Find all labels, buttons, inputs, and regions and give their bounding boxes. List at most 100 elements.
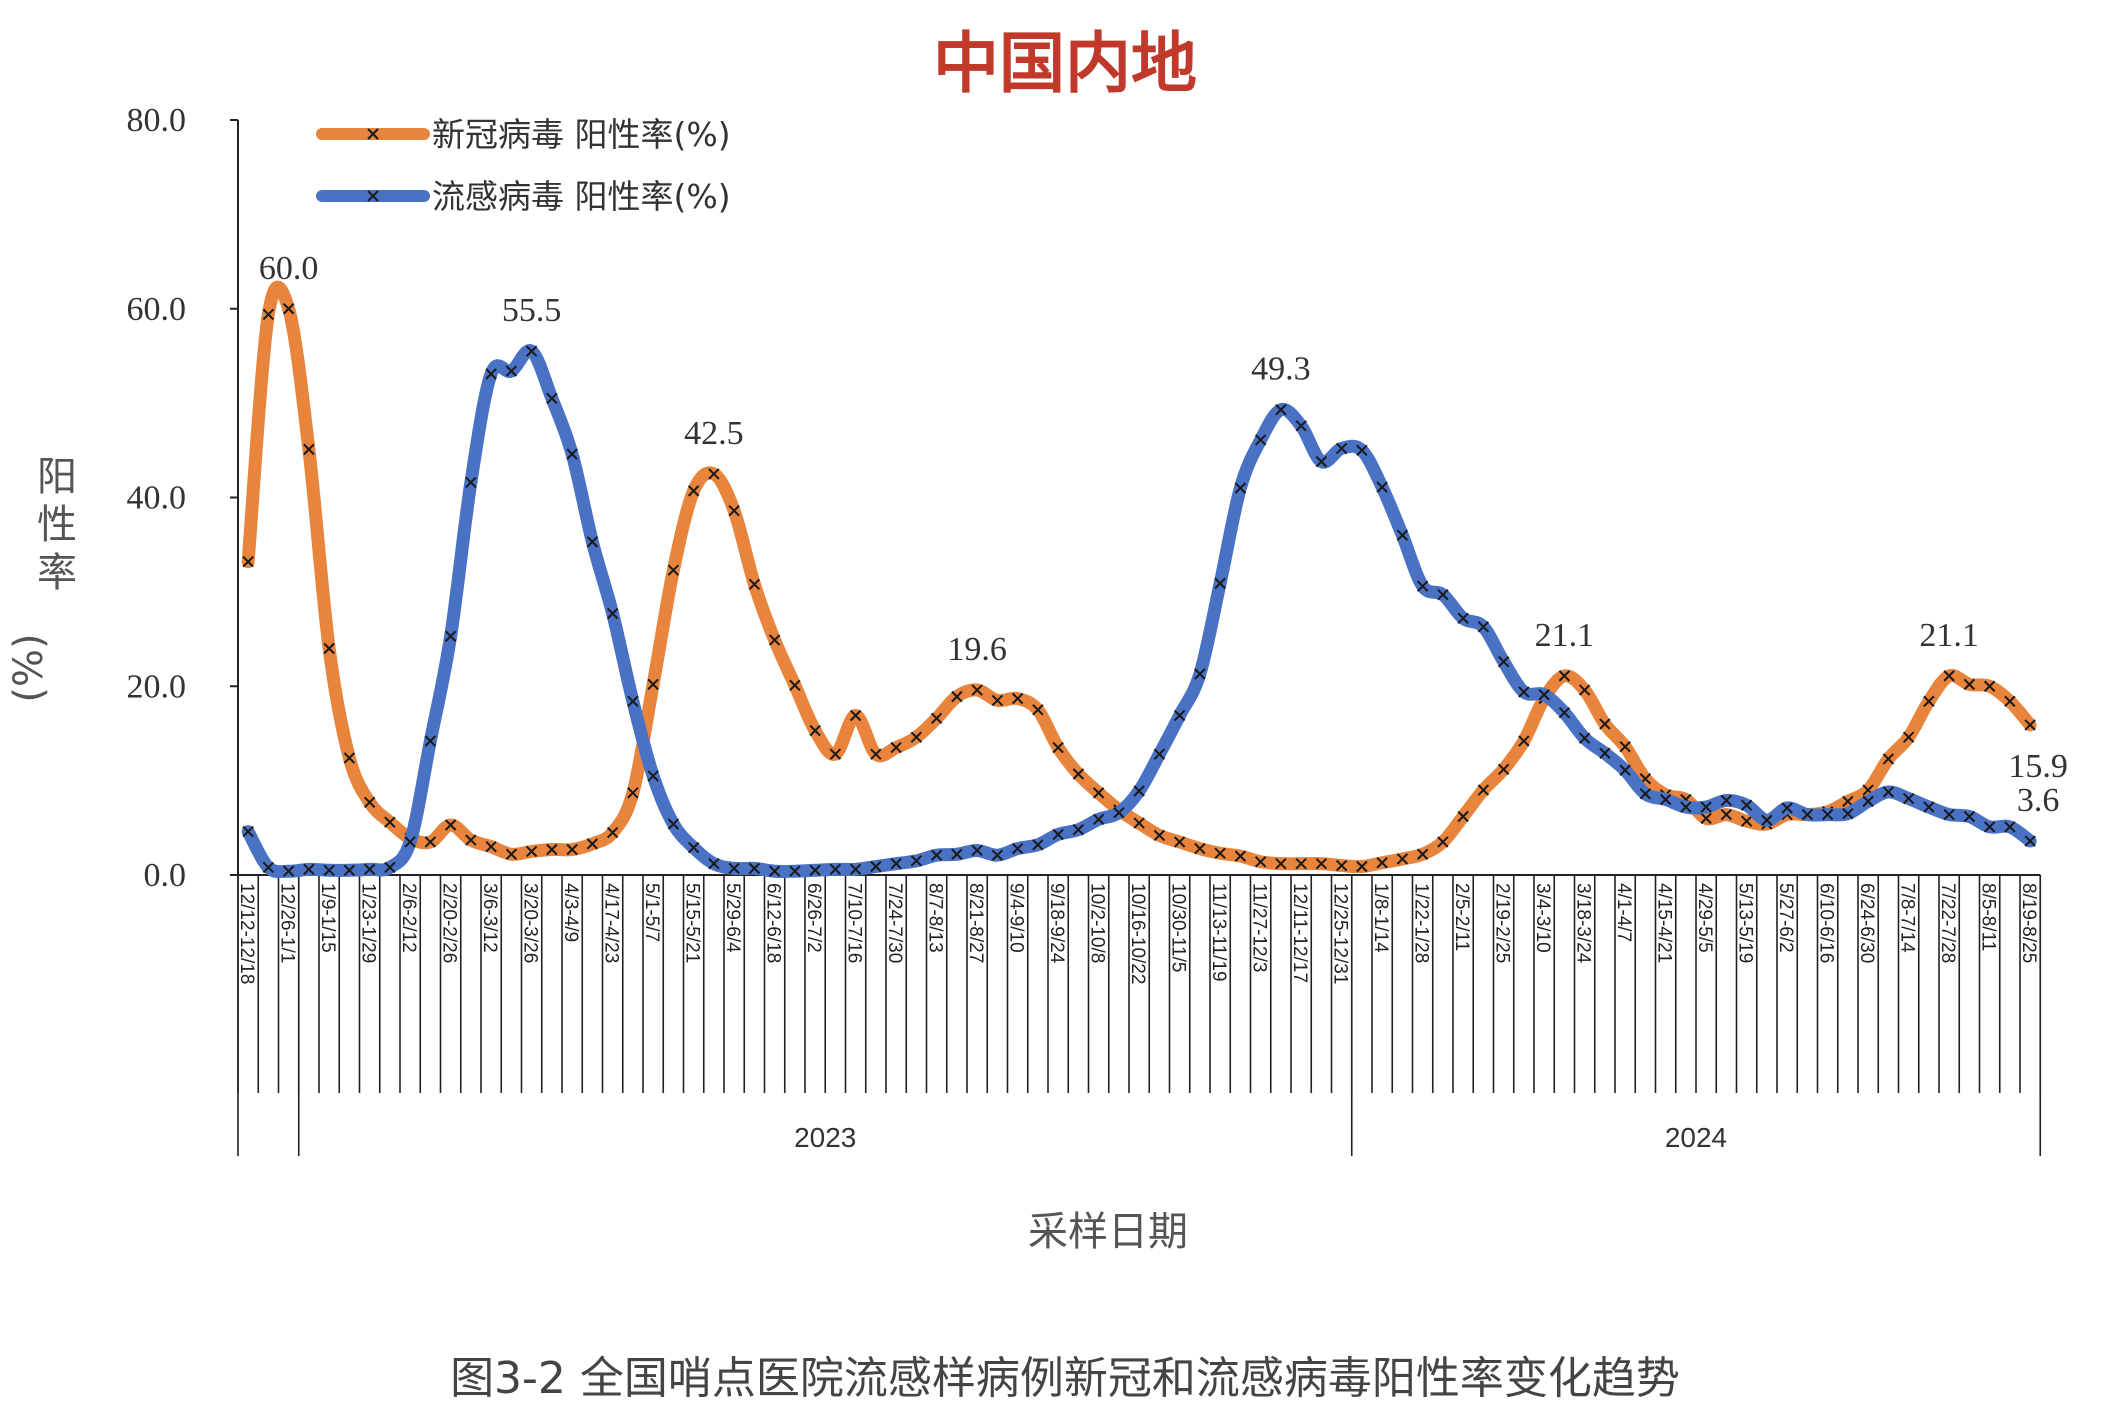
data-label: 15.9	[2008, 748, 2068, 785]
x-marker-icon	[282, 865, 295, 877]
x-marker-icon	[1983, 821, 1996, 833]
x-marker-icon	[505, 365, 518, 377]
x-marker-icon	[1599, 718, 1611, 730]
x-marker-icon	[525, 345, 538, 357]
data-point-marker	[1538, 689, 1550, 701]
x-marker-icon	[1275, 404, 1287, 416]
x-marker-icon	[1011, 692, 1024, 705]
data-point-marker	[1315, 857, 1328, 870]
data-point-marker	[424, 735, 437, 747]
x-tick-label: 8/5-8/11	[1978, 883, 1999, 951]
x-marker-icon	[728, 862, 740, 875]
data-point-marker	[242, 825, 254, 838]
x-marker-icon	[1437, 836, 1449, 848]
x-marker-icon	[627, 787, 639, 799]
x-tick-label: 6/26-7/2	[803, 883, 824, 953]
y-axis-label: 阳性率	[37, 454, 77, 596]
data-point-marker	[647, 678, 659, 691]
legend-item: 流感病毒 阳性率(%)	[316, 177, 731, 216]
x-marker-icon	[465, 476, 477, 489]
x-marker-icon	[1011, 842, 1024, 855]
x-marker-icon	[1396, 529, 1409, 541]
x-marker-icon	[1032, 704, 1044, 716]
x-marker-icon	[1902, 792, 1915, 805]
data-point-marker	[789, 679, 801, 692]
x-marker-icon	[1052, 828, 1064, 841]
x-tick-label: 5/13-5/19	[1735, 883, 1756, 963]
x-marker-icon	[1923, 801, 1935, 813]
x-tick-label: 6/10-6/16	[1816, 883, 1837, 963]
x-marker-icon	[586, 536, 599, 548]
x-marker-icon	[1173, 709, 1186, 722]
x-marker-icon	[2004, 695, 2016, 708]
data-point-marker	[1356, 444, 1368, 457]
data-point-marker	[991, 694, 1004, 707]
x-marker-icon	[1497, 763, 1510, 776]
data-point-marker	[1477, 621, 1490, 633]
x-marker-icon	[1356, 444, 1368, 457]
x-tick-label: 2/20-2/26	[439, 883, 460, 963]
x-marker-icon	[1477, 784, 1490, 796]
x-marker-icon	[1194, 668, 1206, 680]
x-tick-label: 10/30-11/5	[1168, 883, 1189, 972]
x-tick-label: 10/16-10/22	[1127, 883, 1148, 984]
x-marker-icon	[606, 607, 619, 620]
data-point-marker	[849, 709, 862, 722]
data-point-marker	[1376, 857, 1388, 869]
x-tick-label: 12/26-1/1	[277, 883, 298, 963]
data-point-marker	[1963, 810, 1976, 823]
x-marker-icon	[1821, 808, 1834, 821]
x-marker-icon	[546, 843, 558, 856]
data-point-marker	[1275, 857, 1287, 870]
data-point-marker	[1295, 857, 1307, 870]
data-point-marker	[768, 865, 781, 877]
x-marker-icon	[809, 864, 821, 876]
data-point-marker	[444, 630, 457, 642]
x-marker-icon	[1234, 482, 1247, 494]
x-marker-icon	[1234, 850, 1247, 862]
x-marker-icon	[1335, 859, 1348, 872]
data-point-marker	[566, 843, 578, 856]
data-point-marker	[2004, 695, 2016, 708]
data-point-marker	[1092, 813, 1105, 826]
data-point-marker	[546, 392, 558, 405]
data-point-marker	[870, 748, 882, 760]
data-point-marker	[1173, 836, 1186, 848]
x-marker-icon	[262, 308, 275, 321]
data-point-marker	[242, 555, 254, 568]
data-point-marker	[971, 684, 983, 696]
data-point-marker	[809, 864, 821, 876]
x-marker-icon	[1801, 808, 1814, 821]
data-point-marker	[262, 861, 275, 874]
data-point-marker	[1254, 434, 1267, 446]
data-point-marker	[525, 345, 538, 357]
x-marker-icon	[586, 838, 599, 850]
x-marker-icon	[910, 855, 923, 867]
data-point-marker	[1599, 747, 1611, 759]
x-marker-icon	[1254, 434, 1267, 446]
x-marker-icon	[627, 695, 639, 708]
x-tick-label: 4/1-4/7	[1613, 883, 1634, 942]
x-marker-icon	[1457, 810, 1469, 823]
data-point-marker	[1011, 842, 1024, 855]
legend-item: 新冠病毒 阳性率(%)	[316, 115, 731, 154]
data-point-marker	[606, 826, 619, 839]
x-marker-icon	[1578, 732, 1591, 744]
data-point-marker	[951, 690, 963, 703]
x-marker-icon	[1518, 735, 1530, 747]
y-axis-label-char: 率	[37, 550, 77, 596]
data-point-marker	[566, 448, 578, 460]
legend-label: 新冠病毒 阳性率(%)	[432, 115, 731, 154]
data-point-marker	[1437, 836, 1449, 848]
x-marker-icon	[1295, 857, 1307, 870]
x-tick-label: 11/27-12/3	[1249, 883, 1270, 972]
data-label: 42.5	[684, 415, 744, 452]
data-point-marker	[1518, 686, 1530, 698]
data-point-marker	[1943, 808, 1955, 821]
x-marker-icon	[647, 678, 659, 691]
x-marker-icon	[1781, 802, 1793, 814]
data-point-marker	[1558, 706, 1571, 719]
data-point-marker	[384, 861, 396, 874]
data-point-marker	[424, 836, 437, 848]
